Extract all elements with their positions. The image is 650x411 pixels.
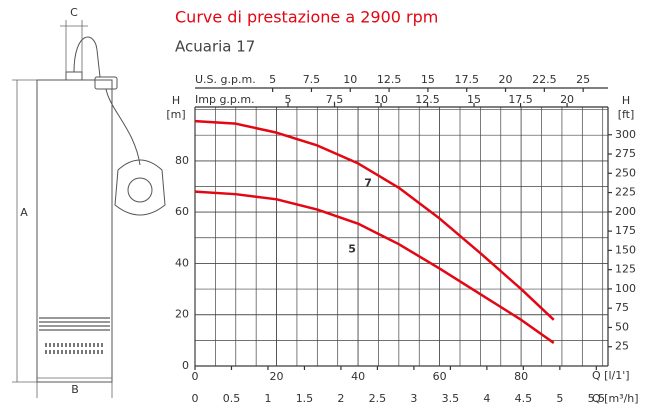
y2-tick-label: 250 bbox=[615, 166, 636, 179]
x3-tick-label: 17.5 bbox=[454, 73, 479, 86]
curve bbox=[194, 119, 555, 321]
y-tick-label: 80 bbox=[175, 154, 189, 167]
x2-tick-label: 2.5 bbox=[369, 392, 387, 405]
x2-tick-label: 4 bbox=[483, 392, 490, 405]
curve-label: 5 bbox=[348, 243, 356, 256]
x2-tick-label: 3.5 bbox=[442, 392, 460, 405]
x2-tick-label: 1 bbox=[264, 392, 271, 405]
x3-tick-label: 12.5 bbox=[377, 73, 402, 86]
x-tick-label: 20 bbox=[270, 370, 284, 383]
x2-tick-label: 4.5 bbox=[515, 392, 533, 405]
y2-tick-label: 175 bbox=[615, 224, 636, 237]
y2-tick-label: 100 bbox=[615, 282, 636, 295]
x3-tick-label: 7.5 bbox=[303, 73, 321, 86]
x3-tick-label: 22.5 bbox=[532, 73, 557, 86]
y-tick-label: 20 bbox=[175, 308, 189, 321]
x4-tick-label: 10 bbox=[374, 93, 388, 106]
y2-tick-label: 150 bbox=[615, 243, 636, 256]
x3-tick-label: 25 bbox=[576, 73, 590, 86]
x2-tick-label: 5 bbox=[556, 392, 563, 405]
curve-label: 7 bbox=[364, 176, 372, 189]
x3-tick-label: 10 bbox=[343, 73, 357, 86]
x3-tick-label: 15 bbox=[421, 73, 435, 86]
x-tick-label: 40 bbox=[351, 370, 365, 383]
x3-tick-label: 20 bbox=[499, 73, 513, 86]
x2-axis-label: Q [m³/h] bbox=[592, 392, 639, 405]
y2-tick-label: 275 bbox=[615, 147, 636, 160]
y2-tick-label: 25 bbox=[615, 340, 629, 353]
y-tick-label: 0 bbox=[182, 359, 189, 372]
x4-axis-label: Imp g.p.m. bbox=[195, 93, 255, 106]
x2-tick-label: 0 bbox=[192, 392, 199, 405]
x2-tick-label: 1.5 bbox=[296, 392, 314, 405]
y2-axis-label: [ft] bbox=[618, 108, 635, 121]
y2-tick-label: 50 bbox=[615, 320, 629, 333]
x4-tick-label: 7.5 bbox=[326, 93, 344, 106]
x4-tick-label: 17.5 bbox=[508, 93, 533, 106]
x-tick-label: 60 bbox=[433, 370, 447, 383]
y-axis-label: H bbox=[172, 94, 180, 107]
x2-tick-label: 3 bbox=[410, 392, 417, 405]
x-tick-label: 80 bbox=[514, 370, 528, 383]
chart-subtitle: Acuaria 17 bbox=[175, 38, 255, 56]
y2-tick-label: 200 bbox=[615, 205, 636, 218]
curve bbox=[194, 190, 555, 344]
x2-tick-label: 5.5 bbox=[588, 392, 606, 405]
y-axis-label: [m] bbox=[166, 108, 185, 121]
x2-tick-label: 0.5 bbox=[223, 392, 241, 405]
x4-tick-label: 15 bbox=[467, 93, 481, 106]
x4-tick-label: 20 bbox=[560, 93, 574, 106]
y2-tick-label: 300 bbox=[615, 128, 636, 141]
x4-tick-label: 12.5 bbox=[415, 93, 440, 106]
x2-tick-label: 2 bbox=[337, 392, 344, 405]
y2-tick-label: 225 bbox=[615, 186, 636, 199]
y2-tick-label: 75 bbox=[615, 301, 629, 314]
x-tick-label: 0 bbox=[192, 370, 199, 383]
pump-drawing: C A B bbox=[12, 6, 166, 398]
dimension-label: B bbox=[71, 383, 79, 396]
y2-tick-label: 125 bbox=[615, 263, 636, 276]
chart-title: Curve di prestazione a 2900 rpm bbox=[175, 8, 438, 27]
x-axis-label: Q [l/1'] bbox=[592, 369, 630, 382]
dimension-label: C bbox=[70, 6, 78, 19]
y-tick-label: 60 bbox=[175, 205, 189, 218]
y-tick-label: 40 bbox=[175, 256, 189, 269]
x3-axis-label: U.S. g.p.m. bbox=[195, 73, 256, 86]
dimension-label: A bbox=[20, 206, 28, 219]
x3-tick-label: 5 bbox=[269, 73, 276, 86]
x4-tick-label: 5 bbox=[285, 93, 292, 106]
y2-axis-label: H bbox=[622, 94, 630, 107]
